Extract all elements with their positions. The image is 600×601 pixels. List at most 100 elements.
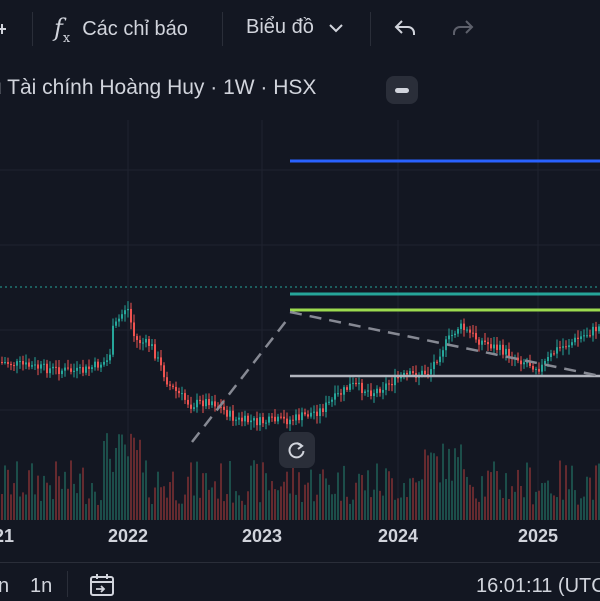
volume-bar bbox=[277, 490, 279, 520]
candle-body bbox=[55, 366, 57, 368]
dashed-trend-line-up bbox=[191, 315, 291, 443]
volume-bar bbox=[592, 499, 594, 520]
volume-bar bbox=[79, 473, 81, 520]
candle-body bbox=[532, 365, 534, 370]
candle-body bbox=[430, 369, 432, 375]
candle-body bbox=[46, 363, 48, 374]
candle-body bbox=[328, 401, 330, 403]
volume-bar bbox=[556, 497, 558, 520]
indicators-button[interactable]: fx Các chỉ báo bbox=[54, 14, 188, 46]
volume-bar bbox=[163, 486, 165, 520]
volume-bar bbox=[34, 494, 36, 520]
toolbar-divider bbox=[370, 12, 371, 46]
volume-bar bbox=[445, 478, 447, 520]
volume-bar bbox=[280, 486, 282, 520]
indicators-label: Các chỉ báo bbox=[82, 18, 188, 41]
candle-body bbox=[289, 419, 291, 425]
volume-bar bbox=[499, 489, 501, 520]
volume-bar bbox=[370, 497, 372, 520]
candle-body bbox=[175, 386, 177, 391]
clock-time[interactable]: 16:01:11 (UTC bbox=[476, 575, 600, 597]
volume-bar bbox=[46, 482, 48, 520]
candle-body bbox=[316, 411, 318, 416]
candle-body bbox=[157, 357, 159, 359]
candle-body bbox=[592, 326, 594, 336]
candle-body bbox=[358, 382, 360, 385]
candle-body bbox=[31, 365, 33, 367]
volume-bar bbox=[421, 479, 423, 520]
chart-pane[interactable] bbox=[0, 120, 600, 520]
candle-body bbox=[187, 399, 189, 405]
candle-body bbox=[250, 420, 252, 423]
volume-bar bbox=[286, 471, 288, 520]
volume-bar bbox=[106, 433, 108, 520]
volume-bar bbox=[529, 467, 531, 520]
volume-bar bbox=[451, 480, 453, 520]
candle-body bbox=[334, 393, 336, 400]
reset-chart-button[interactable] bbox=[279, 432, 315, 468]
candle-body bbox=[49, 368, 51, 374]
candle-body bbox=[307, 414, 309, 417]
compare-icon[interactable] bbox=[0, 18, 10, 40]
candle-body bbox=[475, 333, 477, 340]
candle-body bbox=[508, 348, 510, 357]
candle-body bbox=[139, 340, 141, 344]
volume-bar bbox=[409, 478, 411, 520]
candle-body bbox=[424, 370, 426, 375]
volume-bar bbox=[544, 482, 546, 520]
volume-bar bbox=[442, 443, 444, 520]
candle-body bbox=[25, 362, 27, 365]
x-tick-label: 2025 bbox=[517, 526, 559, 546]
go-to-date-icon[interactable] bbox=[88, 572, 118, 598]
volume-bar bbox=[43, 475, 45, 520]
candle-body bbox=[349, 383, 351, 390]
volume-bar bbox=[400, 497, 402, 520]
candle-body bbox=[70, 368, 72, 372]
volume-bar bbox=[67, 488, 69, 520]
volume-bar bbox=[532, 504, 534, 520]
collapse-legend-button[interactable] bbox=[386, 76, 418, 104]
range-button-1m[interactable]: 1n bbox=[30, 575, 53, 597]
volume-bar bbox=[193, 495, 195, 520]
volume-bar bbox=[382, 495, 384, 520]
candle-body bbox=[454, 333, 456, 336]
x-tick-label: 2023 bbox=[241, 526, 283, 546]
candle-body bbox=[124, 310, 126, 315]
price-chart[interactable] bbox=[0, 120, 600, 520]
candle-body bbox=[10, 363, 12, 366]
candle-body bbox=[469, 329, 471, 333]
volume-bar bbox=[226, 494, 228, 520]
volume-bar bbox=[367, 470, 369, 520]
undo-button[interactable] bbox=[393, 17, 417, 39]
range-button-m[interactable]: n bbox=[0, 575, 10, 597]
candle-body bbox=[298, 414, 300, 421]
candle-body bbox=[565, 346, 567, 348]
volume-bar bbox=[439, 482, 441, 520]
candle-body bbox=[172, 385, 174, 387]
candle-body bbox=[85, 366, 87, 373]
candle-body bbox=[88, 366, 90, 369]
volume-bar bbox=[139, 439, 141, 520]
candle-body bbox=[583, 335, 585, 337]
candle-body bbox=[295, 414, 297, 421]
volume-bar bbox=[256, 463, 258, 520]
candle-body bbox=[142, 342, 144, 344]
redo-button[interactable] bbox=[451, 17, 475, 39]
candle-body bbox=[379, 388, 381, 393]
volume-bar bbox=[28, 470, 30, 520]
candle-body bbox=[421, 370, 423, 376]
volume-bar bbox=[379, 490, 381, 520]
volume-bar bbox=[124, 444, 126, 520]
volume-bar bbox=[250, 465, 252, 520]
volume-bar bbox=[577, 504, 579, 520]
candle-body bbox=[325, 402, 327, 413]
volume-bar bbox=[547, 480, 549, 520]
candle-body bbox=[364, 391, 366, 393]
volume-bar bbox=[496, 471, 498, 520]
volume-bar bbox=[97, 504, 99, 520]
candle-body bbox=[322, 408, 324, 413]
candle-body bbox=[61, 370, 63, 375]
chart-type-dropdown[interactable]: Biểu đồ bbox=[246, 16, 344, 39]
volume-bar bbox=[457, 457, 459, 520]
candle-body bbox=[190, 404, 192, 409]
